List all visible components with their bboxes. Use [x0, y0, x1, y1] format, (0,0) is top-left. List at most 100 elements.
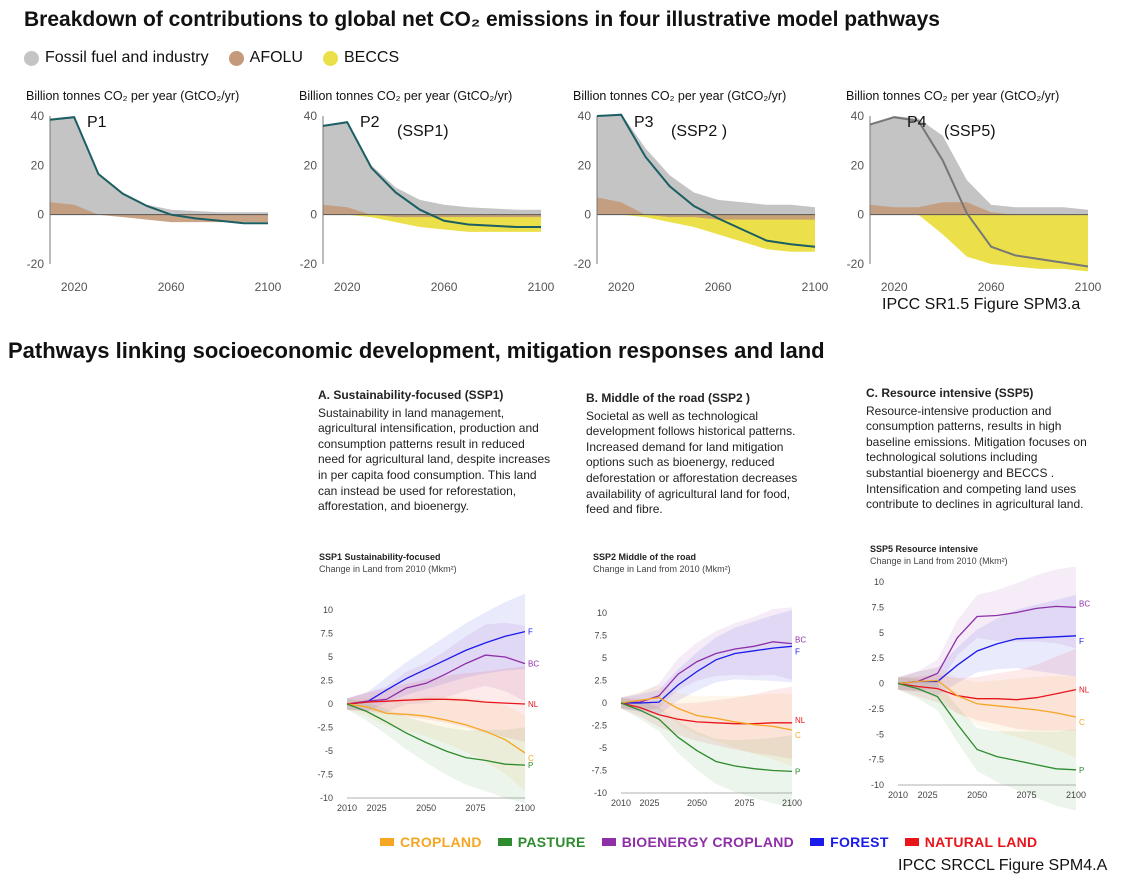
xtick-P4: 2060	[978, 280, 1005, 294]
line-forest	[621, 645, 793, 704]
line-cropland	[346, 703, 526, 754]
land-xtick: 2100	[1066, 790, 1086, 800]
credit-srccl: IPCC SRCCL Figure SPM4.A	[898, 857, 1108, 874]
end-label-pasture: P	[528, 761, 533, 770]
land-ytick: -2.5	[317, 723, 333, 733]
legend-forest-label: FOREST	[830, 834, 889, 850]
band-forest	[347, 593, 525, 712]
net-line-P3	[596, 113, 816, 248]
ytick-P1: 0	[37, 208, 44, 222]
legend-cropland: CROPLAND	[380, 834, 482, 850]
land-xtick: 2075	[734, 798, 754, 808]
land-chart-3: SSP5 Resource intensive Change in Land fr…	[868, 544, 1090, 811]
line-bioenergy	[346, 654, 526, 705]
land-ytick: -10	[871, 780, 884, 790]
ytick-P4: -20	[847, 257, 865, 271]
ylabel-P3: Billion tonnes CO₂ per year (GtCO₂/yr)	[573, 89, 786, 103]
end-label-bioenergy: BC	[795, 636, 806, 645]
end-label-cropland: C	[1079, 718, 1085, 727]
land-ytick: 2.5	[594, 676, 607, 686]
legend-afolu: AFOLU	[228, 49, 303, 67]
legend-beccs: BECCS	[322, 49, 399, 67]
panel-a-heading: A. Sustainability-focused (SSP1)	[318, 388, 504, 402]
line-pasture	[897, 682, 1077, 771]
band-pasture	[898, 677, 1076, 811]
land-ytick: -10	[594, 788, 607, 798]
land-ytick: 7.5	[594, 631, 607, 641]
emission-chart-P2: Billion tonnes CO₂ per year (GtCO₂/yr) 40…	[299, 89, 555, 294]
pathway-ssp-P3: (SSP2 )	[671, 123, 727, 140]
land-xtick: 2025	[639, 798, 659, 808]
land-chart-title: SSP5 Resource intensive	[870, 544, 978, 554]
emissions-legend: Fossil fuel and industry AFOLU BECCS	[24, 46, 419, 70]
ylabel-P1: Billion tonnes CO₂ per year (GtCO₂/yr)	[26, 89, 239, 103]
xtick-P2: 2020	[334, 280, 361, 294]
panel-c-heading: C. Resource intensive (SSP5)	[866, 386, 1034, 400]
legend-fossil-label: Fossil fuel and industry	[45, 49, 209, 66]
line-bioenergy	[897, 605, 1077, 685]
land-chart-1: SSP1 Sustainability-focused Change in Lan…	[317, 552, 539, 813]
land-ytick: 5	[602, 653, 607, 663]
legend-pasture-label: PASTURE	[517, 834, 586, 850]
band-bioenergy	[898, 566, 1076, 692]
land-xtick: 2010	[888, 790, 908, 800]
afolu-area-P1	[50, 202, 268, 223]
emission-charts: Billion tonnes CO₂ per year (GtCO₂/yr) 40…	[26, 89, 1102, 294]
ytick-P2: 20	[304, 158, 318, 172]
emission-chart-P3: Billion tonnes CO₂ per year (GtCO₂/yr) 40…	[573, 89, 829, 294]
ytick-P3: 20	[578, 158, 592, 172]
ytick-P4: 0	[857, 208, 864, 222]
pathway-ssp-P2: (SSP1)	[397, 123, 449, 140]
beccs-area-P4	[870, 214, 1088, 272]
panel-a-body: Sustainability in land management, agric…	[318, 405, 551, 514]
bioenergy-swatch	[601, 838, 616, 846]
land-legend: CROPLAND PASTURE BIOENERGY CROPLAND FORE…	[380, 834, 1053, 850]
pathway-label-P1: P1	[87, 114, 107, 131]
end-label-pasture: P	[795, 767, 800, 776]
fossil-area-P2	[323, 120, 541, 215]
fossil-area-P4	[870, 116, 1088, 215]
panel-b-body: Societal as well as technological develo…	[586, 408, 798, 517]
panel-a-text: A. Sustainability-focused (SSP1) Sustain…	[318, 388, 554, 515]
fossil-area-P3	[597, 113, 815, 215]
land-ytick: -2.5	[591, 721, 607, 731]
land-ytick: 0	[879, 679, 884, 689]
land-ytick: -5	[876, 729, 884, 739]
ytick-P3: 0	[584, 208, 591, 222]
line-natural	[620, 702, 792, 725]
xtick-P2: 2100	[528, 280, 555, 294]
land-chart-title: SSP2 Middle of the road	[593, 552, 696, 562]
land-chart-title: SSP1 Sustainability-focused	[319, 552, 441, 562]
forest-swatch	[810, 838, 825, 846]
ytick-P4: 40	[851, 109, 865, 123]
legend-afolu-label: AFOLU	[249, 49, 303, 66]
land-ytick: -5	[599, 743, 607, 753]
credit-sr15: IPCC SR1.5 Figure SPM3.a	[882, 296, 1081, 313]
land-xtick: 2075	[466, 803, 486, 813]
legend-bioenergy-label: BIOENERGY CROPLAND	[621, 834, 795, 850]
ytick-P1: -20	[27, 257, 45, 271]
land-ytick: 5	[328, 652, 333, 662]
land-ytick: 7.5	[320, 629, 333, 639]
ytick-P2: -20	[300, 257, 318, 271]
panel-c-body: Resource-intensive production and consum…	[866, 403, 1087, 512]
emission-chart-P1: Billion tonnes CO₂ per year (GtCO₂/yr) 40…	[26, 89, 282, 294]
end-label-natural: NL	[795, 716, 806, 725]
fossil-area-P1	[50, 116, 268, 215]
pathway-label-P2: P2	[360, 114, 380, 131]
land-ytick: -7.5	[868, 755, 884, 765]
end-label-forest: F	[795, 647, 800, 656]
land-xtick: 2050	[416, 803, 436, 813]
band-bioenergy	[621, 607, 792, 711]
ytick-P4: 20	[851, 158, 865, 172]
xtick-P4: 2020	[881, 280, 908, 294]
pathway-ssp-P4: (SSP5)	[944, 123, 996, 140]
ylabel-P4: Billion tonnes CO₂ per year (GtCO₂/yr)	[846, 89, 1059, 103]
line-pasture	[620, 702, 793, 773]
cropland-swatch	[380, 838, 394, 846]
beccs-area-P3	[597, 214, 815, 252]
line-forest	[346, 630, 526, 705]
land-chart-ylabel: Change in Land from 2010 (Mkm²)	[593, 564, 731, 574]
land-ytick: 2.5	[871, 653, 884, 663]
legend-fossil: Fossil fuel and industry	[24, 49, 209, 67]
